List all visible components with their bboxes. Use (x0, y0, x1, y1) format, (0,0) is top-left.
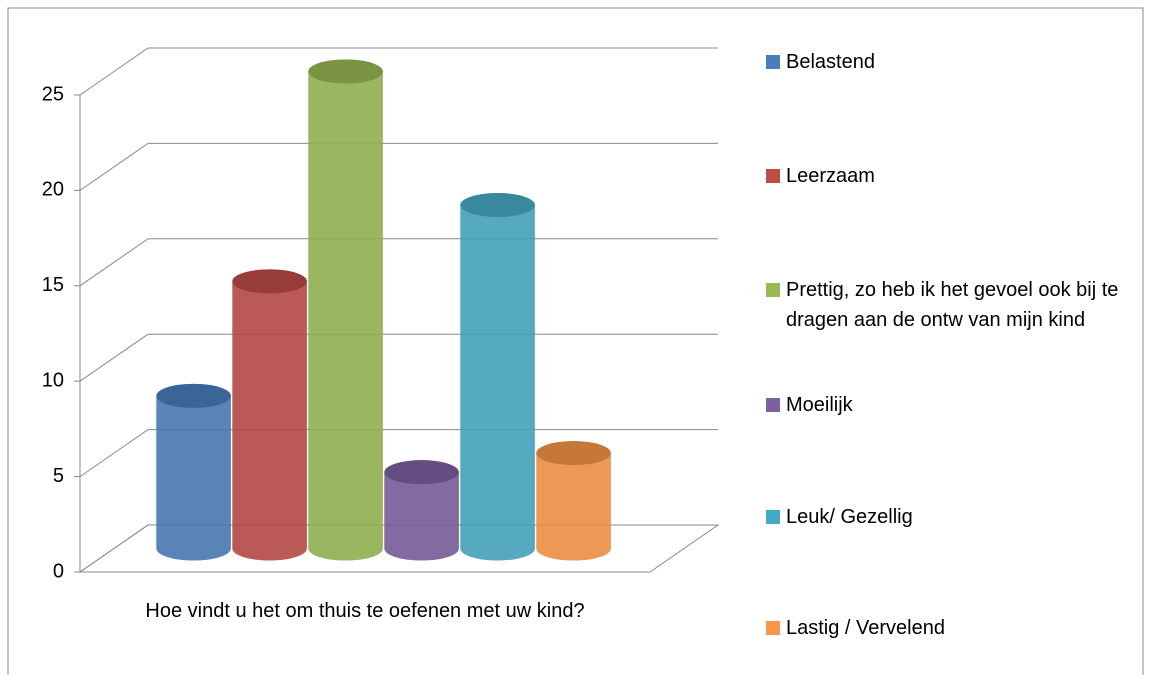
grid-line (79, 238, 149, 287)
x-category-label: Hoe vindt u het om thuis te oefenen met … (145, 600, 585, 622)
y-tick-label: 10 (42, 369, 64, 391)
y-tick-label: 0 (53, 560, 64, 582)
bar (536, 441, 611, 561)
grid-line (79, 142, 149, 191)
legend-label: Leerzaam (786, 165, 875, 187)
legend-swatch (766, 510, 780, 524)
legend-label: Lastig / Vervelend (786, 617, 945, 639)
y-tick-label: 15 (42, 274, 64, 296)
cylinder-top (308, 59, 383, 84)
bar (460, 193, 535, 561)
chart-border (7, 7, 1144, 675)
cylinder-top (232, 269, 307, 294)
y-tick-label: 5 (53, 465, 64, 487)
legend-label: Moeilijk (786, 394, 853, 416)
grid-line (79, 333, 149, 382)
cylinder-top (384, 460, 459, 485)
legend-swatch (766, 169, 780, 183)
legend-swatch (766, 55, 780, 69)
cylinder-top (156, 383, 231, 408)
legend-label: Leuk/ Gezellig (786, 506, 913, 528)
legend-entry: Moeilijk (766, 390, 1141, 420)
legend-entry: Prettig, zo heb ik het gevoel ook bij te… (766, 275, 1141, 335)
legend-entry: Leuk/ Gezellig (766, 502, 1141, 532)
legend-label: Prettig, zo heb ik het gevoel ook bij te… (786, 279, 1119, 331)
legend-entry: Lastig / Vervelend (766, 613, 1141, 643)
legend-swatch (766, 398, 780, 412)
grid-line (79, 47, 149, 96)
legend-label: Belastend (786, 51, 875, 73)
cylinder-top (536, 441, 611, 466)
grid-line (79, 429, 149, 478)
legend-entry: Leerzaam (766, 161, 1141, 191)
bar (232, 269, 307, 561)
bar (308, 59, 383, 561)
grid-line (79, 524, 149, 573)
legend-swatch (766, 621, 780, 635)
y-tick-label: 20 (42, 179, 64, 201)
bar (384, 460, 459, 561)
legend-entry: Belastend (766, 47, 1141, 77)
cylinder-top (460, 193, 535, 218)
legend-swatch (766, 283, 780, 297)
y-tick-label: 25 (42, 83, 64, 105)
bar (156, 383, 231, 561)
